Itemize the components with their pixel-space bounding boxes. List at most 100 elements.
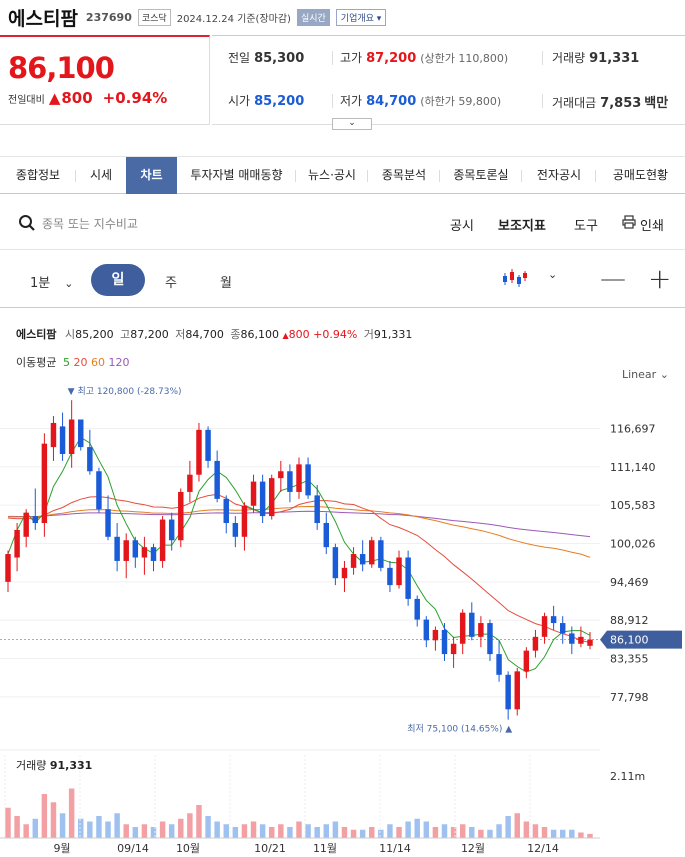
- price-stats: 전일 85,300 고가 87,200 (상한가 110,800) 거래량 91,331…: [212, 35, 685, 125]
- candle-body: [168, 519, 175, 541]
- candle-body: [323, 523, 330, 548]
- period-day-button[interactable]: 일: [91, 264, 145, 296]
- candle-body: [223, 498, 229, 523]
- indicators-button[interactable]: 보조지표: [498, 219, 546, 234]
- volume-bar: [96, 816, 102, 838]
- minute-dropdown[interactable]: 1분 ⌄: [30, 272, 73, 291]
- high-price: 고가 87,200 (상한가 110,800): [340, 49, 508, 66]
- company-overview-button[interactable]: 기업개요 ▾: [335, 8, 387, 26]
- y-tick-label: 83,355: [610, 653, 649, 666]
- period-week-button[interactable]: 주: [165, 276, 177, 291]
- candle-body: [96, 471, 102, 510]
- period-month-button[interactable]: 월: [220, 276, 232, 291]
- volume-bar: [405, 821, 411, 838]
- candle-body: [250, 481, 257, 506]
- candle-body: [369, 540, 375, 565]
- tab-disclosure[interactable]: 전자공시: [522, 157, 596, 194]
- volume-bar: [87, 821, 93, 838]
- chevron-down-icon: ⌄: [348, 118, 356, 128]
- tab-chart[interactable]: 차트: [126, 157, 177, 194]
- volume-bar: [441, 824, 448, 838]
- zoom-in-button[interactable]: +: [648, 262, 672, 295]
- candle-body: [305, 464, 311, 496]
- chevron-down-icon[interactable]: ⌄: [548, 268, 558, 281]
- tab-label: 종목분석: [381, 168, 427, 182]
- candle-body: [232, 523, 239, 537]
- tab-news[interactable]: 뉴스·공시: [296, 157, 368, 194]
- volume-bar: [323, 824, 330, 838]
- zoom-out-button[interactable]: —: [600, 264, 626, 294]
- y-tick-label: 77,798: [610, 691, 649, 704]
- moving-average-legend[interactable]: 이동평균 5 20 60 120: [16, 354, 129, 370]
- legend-high: 87,200: [130, 328, 169, 341]
- candle-body: [141, 547, 148, 558]
- volume-bar: [178, 818, 184, 838]
- print-button[interactable]: 인쇄: [640, 219, 664, 234]
- print-icon[interactable]: [622, 215, 636, 229]
- tab-overview[interactable]: 종합정보: [0, 157, 76, 194]
- upper-limit: (상한가 110,800): [420, 52, 509, 65]
- scale-dropdown[interactable]: Linear ⌄: [622, 368, 669, 381]
- legend-volume-label: 거: [363, 328, 374, 341]
- candle-body: [414, 598, 420, 620]
- candle-body: [5, 554, 11, 582]
- tab-analysis[interactable]: 종목분석: [368, 157, 440, 194]
- candle-body: [14, 529, 20, 558]
- volume-bar: [223, 824, 229, 838]
- candle-body: [532, 636, 539, 651]
- search-icon[interactable]: [18, 214, 36, 232]
- legend-volume: 91,331: [373, 328, 413, 341]
- y-tick-label: 116,697: [610, 422, 656, 435]
- disclosure-button[interactable]: 공시: [450, 219, 474, 234]
- candle-body: [214, 460, 220, 499]
- chart-toolbar: 종목 또는 지수비교 공시 보조지표 도구 인쇄: [0, 196, 685, 250]
- candle-body: [78, 419, 84, 448]
- legend-close-label: 종: [230, 328, 241, 341]
- volume-bar: [378, 829, 384, 838]
- volume-bar: [387, 824, 393, 838]
- minute-label: 1분: [30, 276, 51, 291]
- tab-quotes[interactable]: 시세: [76, 157, 126, 194]
- tab-investor-trading[interactable]: 투자자별 매매동향: [177, 157, 296, 194]
- volume-bar: [123, 824, 129, 838]
- volume-bar: [214, 821, 220, 838]
- tab-short-selling[interactable]: 공매도현황: [596, 157, 685, 194]
- scale-label: Linear: [622, 368, 657, 381]
- current-price-tag: [600, 630, 682, 649]
- tab-discussion[interactable]: 종목토론실: [440, 157, 522, 194]
- candle-body: [32, 516, 39, 523]
- volume-bar: [141, 824, 148, 838]
- volume-bar: [278, 824, 284, 838]
- x-tick-label: 10월: [176, 842, 200, 855]
- candle-body: [268, 478, 275, 517]
- divider: [332, 94, 333, 108]
- volume-bar: [187, 813, 193, 838]
- main-tabs: 종합정보 시세 차트 투자자별 매매동향 뉴스·공시 종목분석 종목토론실 전자…: [0, 156, 685, 194]
- candle-body: [332, 547, 339, 579]
- price-summary: 86,100 전일대비 ▲ 800 +0.94%: [0, 35, 210, 125]
- candle-body: [196, 429, 202, 475]
- candlestick-type-icon[interactable]: [502, 267, 528, 289]
- tools-button[interactable]: 도구: [574, 219, 598, 234]
- volume-bar: [414, 818, 420, 838]
- candle-body: [496, 654, 502, 675]
- volume-current: 91,331: [49, 759, 93, 772]
- volume-bar: [14, 816, 20, 838]
- volume-bar: [559, 829, 566, 838]
- realtime-button[interactable]: 실시간: [296, 8, 330, 26]
- period-selector: 1분 ⌄ 일 주 월 ⌄ — +: [0, 250, 685, 308]
- volume-bar: [432, 827, 439, 838]
- compare-search-input[interactable]: 종목 또는 지수비교: [42, 217, 138, 231]
- expand-toggle-button[interactable]: ⌄: [332, 118, 372, 130]
- volume-bar: [496, 824, 502, 838]
- legend-low-label: 저: [175, 328, 186, 341]
- volume-bar: [50, 802, 57, 838]
- candle-body: [114, 536, 120, 561]
- volume-bar: [532, 824, 539, 838]
- volume-bar: [550, 829, 557, 838]
- candle-body: [541, 616, 548, 637]
- candle-body: [359, 554, 366, 565]
- ma-label: 이동평균: [16, 356, 57, 369]
- candle-body: [405, 557, 411, 599]
- price-chart[interactable]: 116,697 111,140 105,583 100,026 94,469 88,912…: [0, 385, 685, 857]
